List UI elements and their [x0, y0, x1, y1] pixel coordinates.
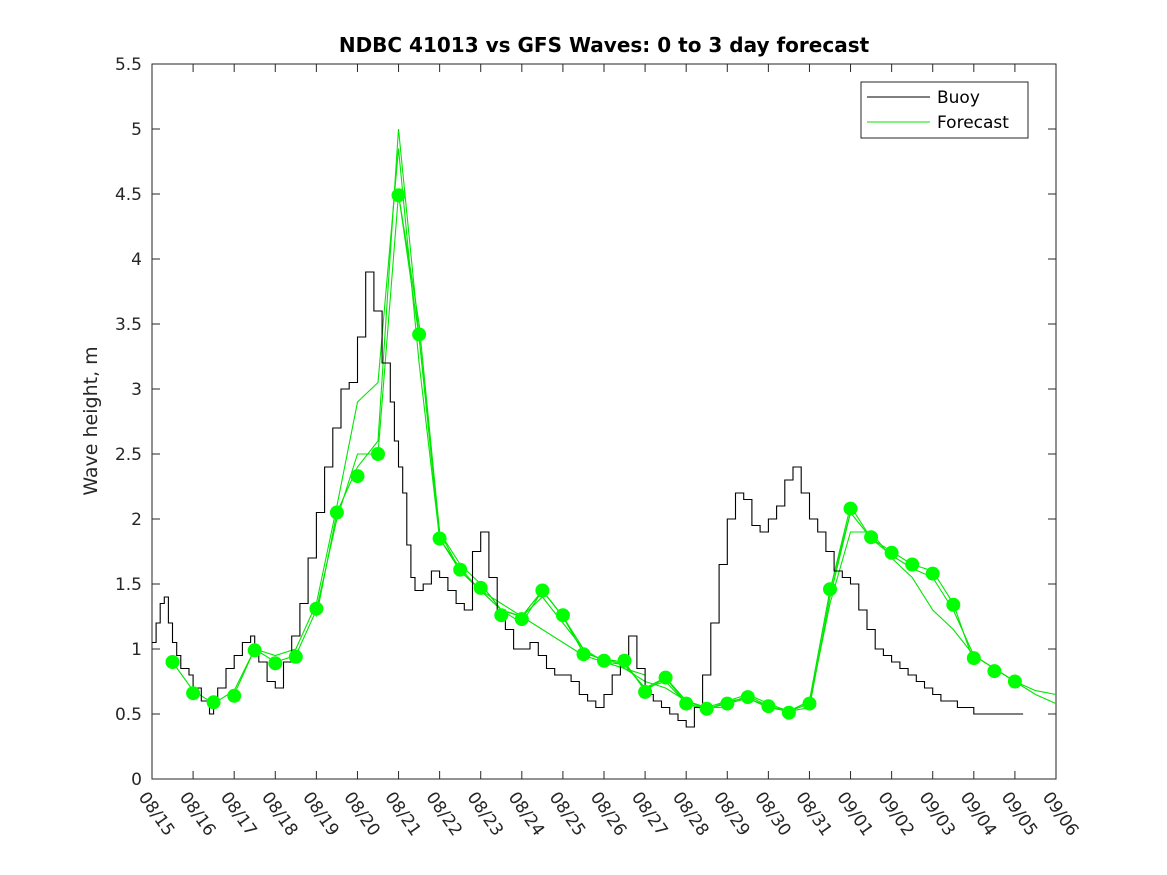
forecast-marker — [802, 696, 817, 711]
forecast-marker — [699, 701, 714, 716]
forecast-marker — [432, 531, 447, 546]
legend: Buoy Forecast — [860, 81, 1029, 139]
forecast-marker — [473, 580, 488, 595]
legend-label-buoy: Buoy — [937, 88, 980, 108]
forecast-marker — [494, 608, 509, 623]
forecast-marker — [720, 696, 735, 711]
forecast-marker — [1007, 674, 1022, 689]
legend-box — [860, 81, 1029, 139]
forecast-marker — [966, 651, 981, 666]
y-tick-label: 0 — [131, 770, 142, 790]
y-axis: 0 0.5 1 1.5 2 2.5 3 3.5 4 4.5 5 5.5 — [115, 55, 1056, 790]
y-tick-label: 4.5 — [115, 185, 142, 205]
forecast-marker — [740, 690, 755, 705]
forecast-marker — [514, 612, 529, 627]
forecast-marker — [329, 505, 344, 520]
forecast-marker — [576, 647, 591, 662]
y-tick-label: 3 — [131, 380, 142, 400]
forecast-marker — [597, 653, 611, 668]
forecast-marker — [864, 530, 879, 545]
y-tick-label: 1.5 — [115, 575, 142, 595]
forecast-marker — [165, 655, 180, 669]
y-axis-label: Wave height, m — [80, 346, 102, 495]
forecast-marker — [227, 688, 242, 703]
forecast-marker — [884, 545, 899, 560]
forecast-marker — [186, 686, 201, 701]
forecast-marker — [412, 327, 427, 342]
forecast-marker — [946, 597, 961, 612]
y-tick-label: 4 — [131, 250, 142, 270]
y-tick-label: 5 — [131, 120, 142, 140]
forecast-marker — [823, 582, 837, 597]
y-tick-label: 0.5 — [115, 705, 142, 725]
forecast-marker — [658, 670, 673, 685]
forecast-marker — [843, 501, 858, 516]
forecast-marker — [206, 695, 221, 710]
forecast-marker — [535, 583, 550, 598]
forecast-marker — [638, 684, 653, 699]
forecast-marker — [617, 653, 632, 668]
y-tick-label: 5.5 — [115, 55, 142, 75]
forecast-marker — [350, 469, 365, 484]
forecast-marker — [309, 601, 324, 616]
forecast-marker — [781, 705, 796, 720]
forecast-marker — [453, 562, 468, 577]
series-layer — [152, 128, 1057, 728]
y-tick-label: 3.5 — [115, 315, 142, 335]
forecast-marker — [391, 188, 406, 203]
forecast-marker — [987, 664, 1002, 679]
forecast-marker — [925, 566, 940, 581]
y-tick-label: 1 — [131, 640, 142, 660]
forecast-marker — [247, 643, 262, 658]
plot-area: 00.511.522.533.544.555.5 08/1508/1608/17… — [115, 55, 1082, 840]
forecast-marker — [555, 608, 570, 623]
y-tick-label: 2 — [131, 510, 142, 530]
chart-title: NDBC 41013 vs GFS Waves: 0 to 3 day fore… — [339, 33, 870, 57]
forecast-marker — [905, 557, 920, 572]
forecast-marker — [371, 447, 385, 461]
forecast-run-line — [603, 531, 1057, 712]
forecast-marker — [679, 696, 694, 711]
y-tick-label: 2.5 — [115, 445, 142, 465]
forecast-marker — [761, 699, 776, 714]
forecast-marker — [268, 656, 283, 671]
forecast-marker — [288, 649, 303, 664]
legend-label-forecast: Forecast — [937, 113, 1009, 133]
axes-box — [151, 63, 1057, 780]
